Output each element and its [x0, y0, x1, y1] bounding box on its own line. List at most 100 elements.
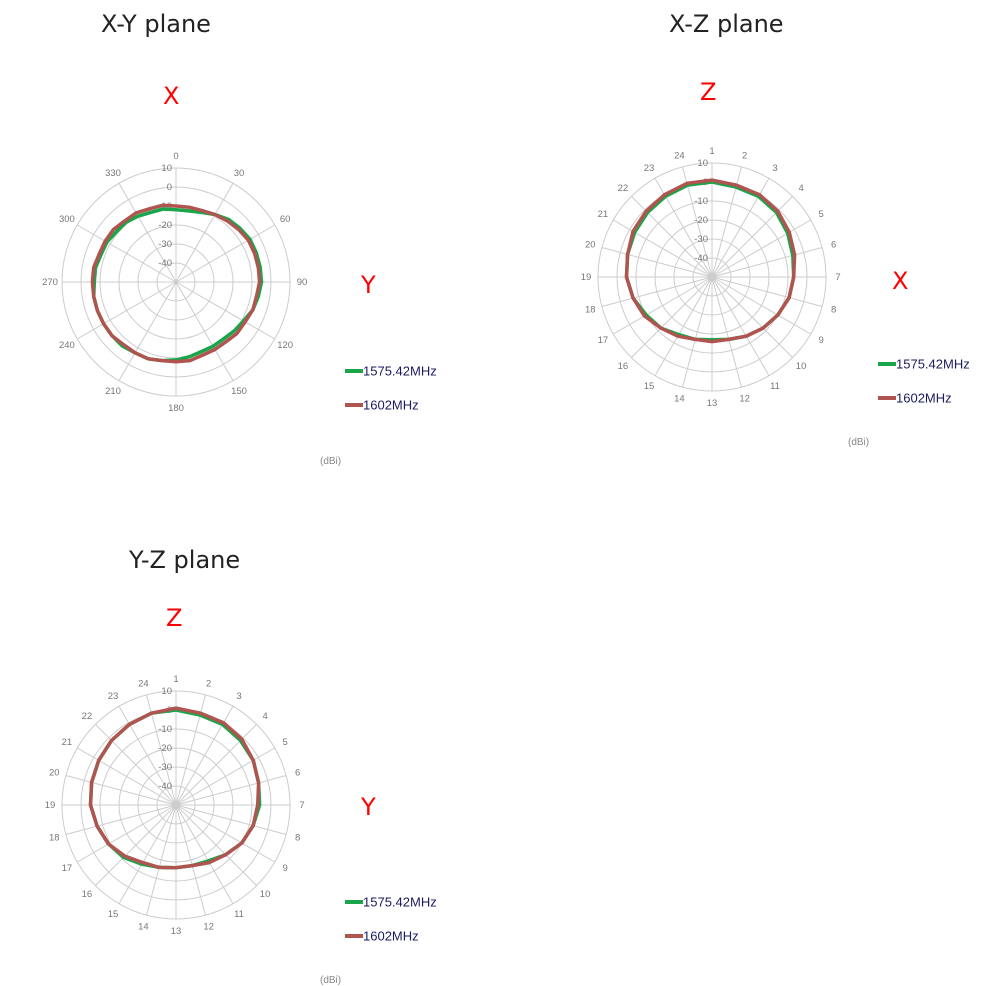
angle-tick-label: 14	[674, 394, 685, 405]
radial-tick-label: -20	[694, 215, 708, 226]
grid-spoke	[613, 276, 713, 335]
grid-spoke	[175, 281, 234, 381]
grid-spoke	[613, 219, 713, 278]
angle-tick-label: 12	[739, 394, 750, 405]
angle-tick-label: 6	[295, 767, 300, 778]
grid-spoke	[631, 196, 713, 278]
angle-tick-label: 330	[105, 168, 121, 179]
radial-tick-label: -20	[158, 743, 172, 754]
grid-spoke	[711, 276, 811, 335]
angle-tick-label: 13	[707, 398, 718, 409]
grid-spoke	[175, 804, 275, 863]
radial-tick-label: -10	[158, 724, 172, 735]
angle-tick-label: 17	[598, 335, 609, 346]
right-axis-label: Y	[361, 793, 376, 821]
angle-tick-label: 0	[173, 151, 178, 162]
angle-tick-label: 17	[62, 863, 73, 874]
legend-label: 1602MHz	[896, 391, 952, 406]
radial-tick-label: 10	[161, 686, 172, 697]
angle-tick-label: 2	[742, 150, 747, 161]
angle-tick-label: 1	[173, 674, 178, 685]
grid-spoke	[118, 183, 177, 283]
grid-spoke	[711, 196, 793, 278]
legend-label: 1575.42MHz	[363, 895, 437, 910]
angle-tick-label: 21	[598, 209, 609, 220]
grid-spoke	[95, 724, 177, 806]
angle-tick-label: 270	[42, 277, 58, 288]
angle-tick-label: 300	[59, 214, 75, 225]
radial-tick-label: -40	[158, 258, 172, 269]
legend-label: 1575.42MHz	[363, 364, 437, 379]
chart-title: Y-Z plane	[129, 546, 241, 574]
radial-tick-label: 0	[167, 182, 172, 193]
grid-spoke	[77, 224, 177, 283]
angle-tick-label: 15	[108, 909, 119, 920]
grid-spoke	[711, 276, 793, 358]
angle-tick-label: 30	[234, 168, 245, 179]
series-line-2	[88, 706, 261, 870]
angle-tick-label: 19	[45, 800, 56, 811]
angle-tick-label: 15	[644, 381, 655, 392]
grid-spoke	[682, 276, 713, 388]
angle-tick-label: 8	[831, 305, 836, 316]
angle-tick-label: 24	[674, 150, 685, 161]
angle-tick-label: 22	[82, 711, 93, 722]
angle-tick-label: 18	[585, 305, 596, 316]
angle-tick-label: 14	[138, 922, 149, 933]
angle-tick-label: 10	[796, 361, 807, 372]
angle-tick-label: 16	[618, 361, 629, 372]
angle-tick-label: 24	[138, 678, 149, 689]
top-axis-label: Z	[166, 604, 183, 632]
angle-tick-label: 20	[585, 239, 596, 250]
angle-tick-label: 180	[168, 403, 184, 414]
grid-spoke	[77, 747, 177, 806]
angle-tick-label: 4	[798, 183, 803, 194]
angle-tick-label: 21	[62, 737, 73, 748]
grid-spoke	[175, 224, 275, 283]
angle-tick-label: 120	[277, 340, 293, 351]
grid-spoke	[77, 281, 177, 340]
radial-tick-label: 10	[697, 158, 708, 169]
radial-tick-label: -20	[158, 220, 172, 231]
grid-spoke	[601, 276, 713, 307]
angle-tick-label: 19	[581, 272, 592, 283]
angle-tick-label: 23	[108, 691, 119, 702]
angle-tick-label: 20	[49, 767, 60, 778]
grid-spoke	[175, 804, 287, 835]
angle-tick-label: 23	[644, 163, 655, 174]
angle-tick-label: 9	[818, 335, 823, 346]
legend-label: 1575.42MHz	[896, 357, 970, 372]
grid-spoke	[118, 804, 177, 904]
grid-spoke	[631, 276, 713, 358]
angle-tick-label: 9	[282, 863, 287, 874]
grid-spoke	[175, 804, 234, 904]
chart-title: X-Y plane	[101, 10, 211, 38]
angle-tick-label: 7	[299, 800, 304, 811]
right-axis-label: X	[892, 267, 909, 295]
angle-tick-label: 210	[105, 386, 121, 397]
angle-tick-label: 13	[171, 926, 182, 937]
grid-spoke	[711, 219, 811, 278]
radial-tick-label: -40	[694, 253, 708, 264]
grid-spoke	[711, 276, 823, 307]
angle-tick-label: 3	[772, 163, 777, 174]
grid-spoke	[711, 276, 770, 376]
angle-tick-label: 11	[770, 381, 780, 392]
grid-spoke	[654, 276, 713, 376]
grid-spoke	[118, 706, 177, 806]
angle-tick-label: 90	[297, 277, 308, 288]
series-line-2	[624, 178, 797, 344]
angle-tick-label: 18	[49, 833, 60, 844]
angle-tick-label: 240	[59, 340, 75, 351]
grid-spoke	[118, 281, 177, 381]
angle-tick-label: 11	[234, 909, 244, 920]
grid-spoke	[601, 247, 713, 278]
grid-spoke	[95, 804, 177, 886]
angle-tick-label: 5	[282, 737, 287, 748]
grid-spoke	[175, 281, 275, 340]
grid-spoke	[175, 804, 206, 916]
right-axis-label: Y	[361, 271, 376, 299]
radial-tick-label: 10	[161, 163, 172, 174]
